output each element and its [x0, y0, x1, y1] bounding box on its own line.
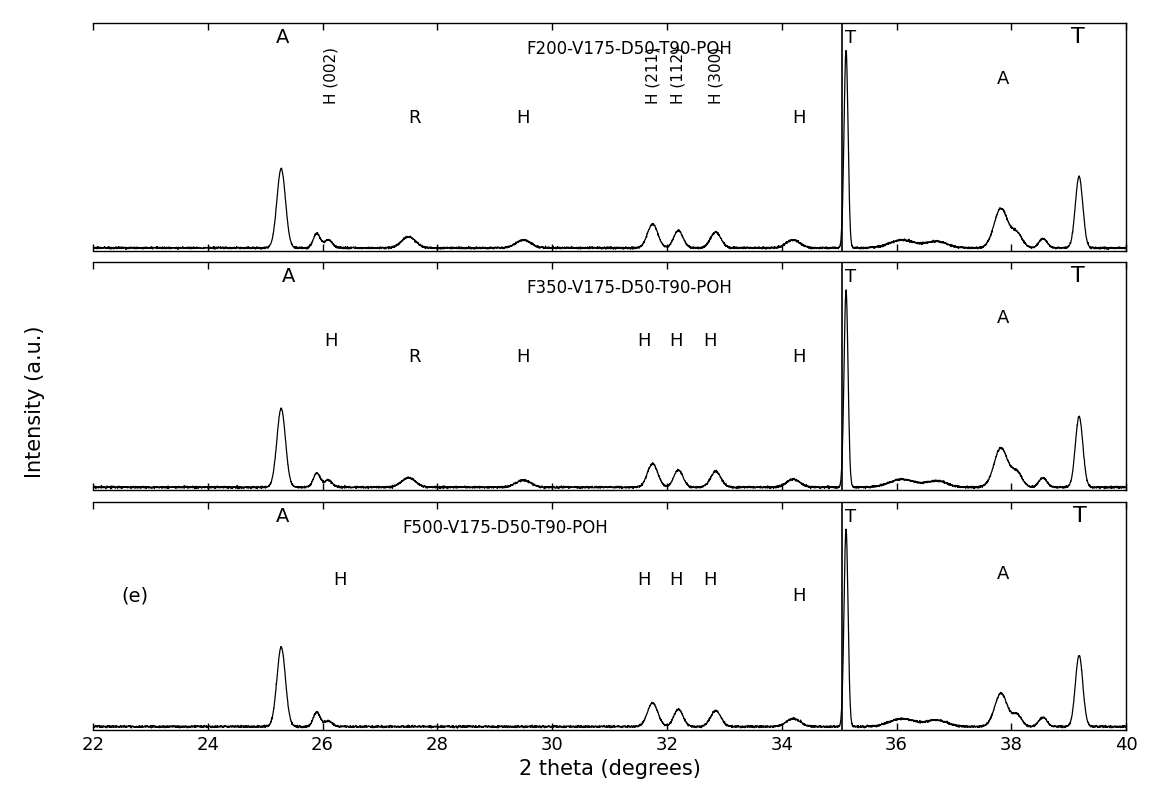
Text: F350-V175-D50-T90-POH: F350-V175-D50-T90-POH	[527, 279, 733, 297]
Text: R: R	[409, 347, 420, 366]
Text: H: H	[704, 332, 716, 350]
Text: H: H	[669, 571, 683, 589]
Text: T: T	[845, 29, 856, 47]
Text: Intensity (a.u.): Intensity (a.u.)	[24, 325, 45, 477]
Text: T: T	[1070, 266, 1084, 286]
Text: A: A	[275, 506, 289, 525]
Text: R: R	[409, 108, 420, 127]
Text: A: A	[996, 564, 1009, 581]
Text: H: H	[637, 332, 650, 350]
Text: H (112): H (112)	[671, 47, 686, 103]
Text: H: H	[704, 571, 716, 589]
Text: H: H	[669, 332, 683, 350]
Text: T: T	[1070, 26, 1084, 47]
Text: H: H	[792, 586, 806, 605]
Text: F500-V175-D50-T90-POH: F500-V175-D50-T90-POH	[403, 518, 608, 536]
Text: H: H	[517, 347, 531, 366]
Text: T: T	[845, 507, 856, 525]
Text: H (002): H (002)	[324, 47, 339, 103]
Text: A: A	[275, 28, 289, 47]
Text: A: A	[281, 267, 295, 286]
Text: H: H	[637, 571, 650, 589]
Text: H: H	[792, 108, 806, 127]
Text: A: A	[996, 309, 1009, 327]
Text: H: H	[792, 347, 806, 366]
X-axis label: 2 theta (degrees): 2 theta (degrees)	[519, 758, 700, 778]
Text: H (300): H (300)	[708, 47, 723, 103]
Text: H: H	[517, 108, 531, 127]
Text: F200-V175-D50-T90-POH: F200-V175-D50-T90-POH	[527, 40, 733, 58]
Text: H (211): H (211)	[646, 47, 661, 103]
Text: (e): (e)	[122, 585, 149, 605]
Text: H: H	[324, 332, 338, 350]
Text: T: T	[1074, 505, 1087, 525]
Text: H: H	[333, 571, 346, 589]
Text: T: T	[845, 268, 856, 286]
Text: A: A	[996, 70, 1009, 87]
